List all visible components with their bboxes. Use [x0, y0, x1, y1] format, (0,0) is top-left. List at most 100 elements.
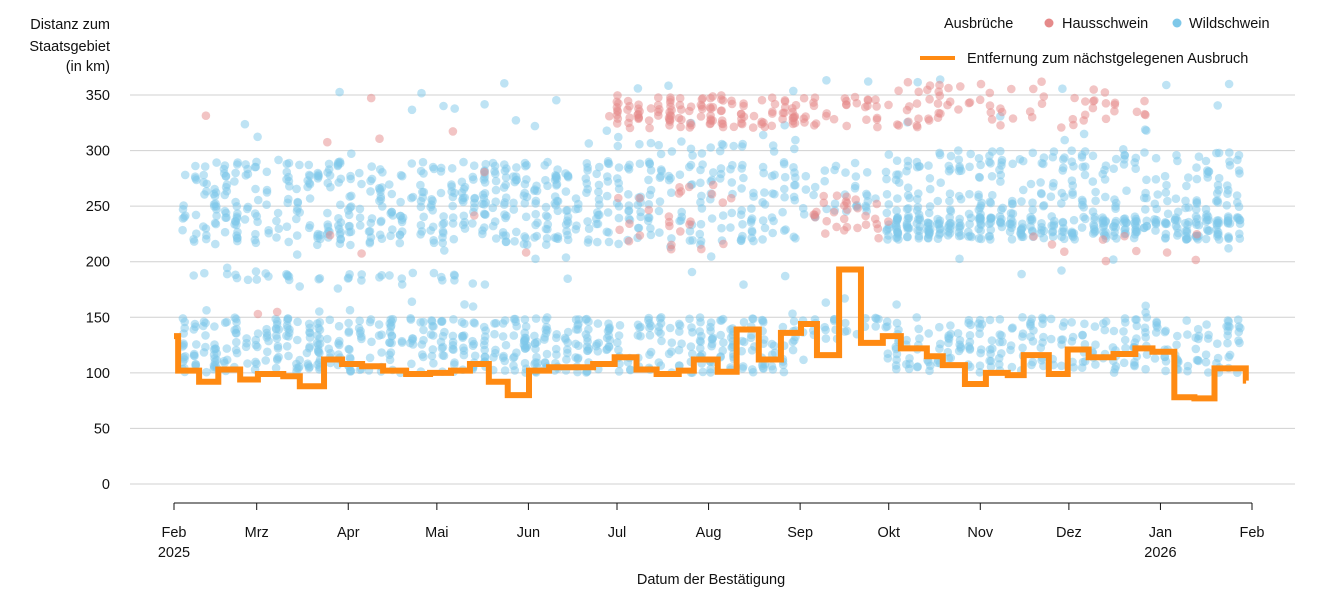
point-wildschwein — [1192, 163, 1201, 172]
point-wildschwein — [789, 86, 798, 96]
legend-label-hausschwein[interactable]: Hausschwein — [1062, 16, 1148, 32]
point-wildschwein — [469, 161, 479, 170]
point-wildschwein — [747, 346, 757, 355]
point-hausschwein — [903, 77, 913, 87]
point-wildschwein — [584, 344, 594, 354]
point-wildschwein — [375, 196, 384, 206]
point-wildschwein — [977, 319, 987, 329]
point-hausschwein — [325, 230, 335, 240]
point-hausschwein — [375, 134, 384, 143]
point-wildschwein — [1163, 196, 1172, 206]
point-wildschwein — [1007, 196, 1017, 206]
point-wildschwein — [923, 218, 933, 228]
point-wildschwein — [469, 175, 478, 184]
point-wildschwein — [882, 225, 892, 234]
point-wildschwein — [903, 232, 912, 241]
point-wildschwein — [211, 199, 220, 208]
point-wildschwein — [1018, 313, 1027, 322]
point-hausschwein — [924, 114, 933, 123]
legend-label-line[interactable]: Entfernung zum nächstgelegenen Ausbruch — [967, 51, 1248, 67]
point-wildschwein — [903, 223, 913, 232]
point-wildschwein — [550, 192, 560, 201]
point-hausschwein — [614, 193, 623, 203]
point-wildschwein — [416, 180, 425, 190]
point-wildschwein — [448, 341, 458, 350]
point-wildschwein — [419, 325, 428, 335]
point-wildschwein — [799, 210, 809, 219]
point-wildschwein — [480, 345, 490, 355]
point-hausschwein — [726, 193, 736, 203]
point-wildschwein — [541, 315, 551, 325]
point-wildschwein — [1201, 357, 1211, 367]
point-wildschwein — [780, 192, 789, 202]
point-wildschwein — [1203, 226, 1213, 236]
point-hausschwein — [842, 121, 851, 131]
point-wildschwein — [583, 217, 592, 226]
point-wildschwein — [582, 179, 592, 188]
point-wildschwein — [366, 187, 375, 196]
point-wildschwein — [501, 193, 511, 202]
point-wildschwein — [491, 197, 501, 206]
legend-label-wildschwein[interactable]: Wildschwein — [1189, 16, 1270, 32]
point-wildschwein — [768, 189, 777, 198]
point-wildschwein — [747, 204, 756, 213]
point-wildschwein — [1234, 213, 1243, 223]
point-wildschwein — [1007, 235, 1017, 244]
point-hausschwein — [635, 107, 644, 116]
point-wildschwein — [685, 314, 694, 324]
point-wildschwein — [790, 144, 799, 154]
point-wildschwein — [315, 318, 325, 327]
point-wildschwein — [747, 233, 756, 243]
point-wildschwein — [737, 184, 746, 193]
point-wildschwein — [314, 347, 323, 357]
point-wildschwein — [1080, 340, 1090, 349]
point-wildschwein — [739, 173, 748, 183]
point-wildschwein — [925, 202, 935, 211]
point-wildschwein — [946, 221, 956, 231]
point-wildschwein — [955, 222, 964, 231]
point-hausschwein — [646, 104, 656, 113]
y-axis-label: Distanz zum Staatsgebiet (in km) — [29, 17, 110, 75]
point-wildschwein — [1201, 204, 1211, 214]
point-wildschwein — [510, 352, 519, 362]
point-wildschwein — [448, 201, 458, 211]
point-wildschwein — [623, 163, 633, 172]
point-wildschwein — [820, 176, 829, 186]
point-hausschwein — [1120, 231, 1129, 241]
point-hausschwein — [677, 115, 686, 124]
point-wildschwein — [985, 315, 995, 325]
point-wildschwein — [385, 180, 394, 189]
point-wildschwein — [633, 331, 643, 340]
point-wildschwein — [664, 349, 674, 359]
point-wildschwein — [459, 211, 469, 221]
point-wildschwein — [1057, 361, 1066, 371]
point-wildschwein — [355, 316, 365, 326]
point-wildschwein — [737, 164, 746, 173]
point-wildschwein — [1046, 334, 1056, 344]
y-tick-label: 200 — [86, 255, 110, 271]
point-wildschwein — [295, 282, 305, 291]
point-hausschwein — [654, 93, 663, 102]
point-wildschwein — [995, 315, 1005, 324]
point-wildschwein — [695, 229, 705, 239]
point-wildschwein — [1173, 156, 1182, 166]
point-wildschwein — [738, 220, 747, 229]
point-wildschwein — [519, 191, 529, 200]
point-wildschwein — [449, 315, 458, 324]
point-wildschwein — [1151, 153, 1161, 163]
point-wildschwein — [778, 360, 788, 370]
point-wildschwein — [840, 327, 850, 336]
point-wildschwein — [1068, 190, 1077, 199]
point-hausschwein — [829, 114, 839, 124]
point-wildschwein — [230, 177, 239, 186]
point-wildschwein — [262, 324, 271, 334]
point-hausschwein — [625, 219, 634, 228]
point-wildschwein — [602, 333, 612, 343]
point-wildschwein — [791, 135, 800, 145]
point-hausschwein — [985, 101, 995, 110]
point-wildschwein — [552, 95, 561, 105]
point-wildschwein — [284, 237, 294, 247]
point-wildschwein — [490, 161, 500, 171]
point-wildschwein — [966, 320, 975, 330]
point-wildschwein — [334, 221, 343, 230]
